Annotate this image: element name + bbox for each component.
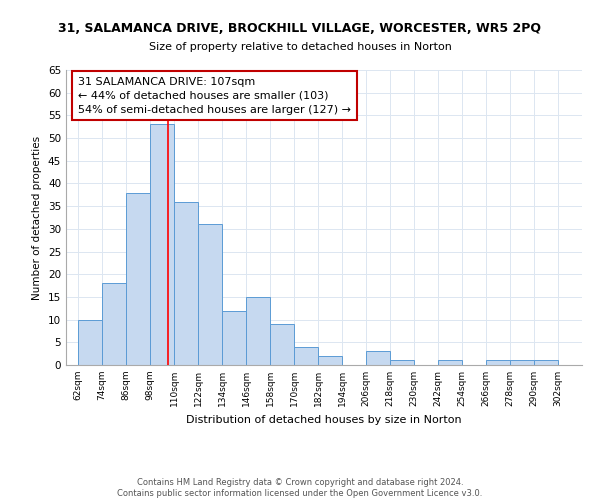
Bar — [102, 284, 126, 365]
Bar — [222, 310, 246, 365]
Bar — [366, 352, 390, 365]
Bar — [294, 347, 318, 365]
Bar — [318, 356, 342, 365]
Bar — [270, 324, 294, 365]
Bar — [486, 360, 510, 365]
Text: 31 SALAMANCA DRIVE: 107sqm
← 44% of detached houses are smaller (103)
54% of sem: 31 SALAMANCA DRIVE: 107sqm ← 44% of deta… — [78, 77, 351, 115]
Bar — [246, 297, 270, 365]
Bar — [126, 192, 150, 365]
Bar — [438, 360, 462, 365]
Y-axis label: Number of detached properties: Number of detached properties — [32, 136, 43, 300]
Bar — [510, 360, 534, 365]
Text: 31, SALAMANCA DRIVE, BROCKHILL VILLAGE, WORCESTER, WR5 2PQ: 31, SALAMANCA DRIVE, BROCKHILL VILLAGE, … — [59, 22, 542, 36]
Text: Size of property relative to detached houses in Norton: Size of property relative to detached ho… — [149, 42, 451, 52]
X-axis label: Distribution of detached houses by size in Norton: Distribution of detached houses by size … — [186, 414, 462, 424]
Bar — [150, 124, 174, 365]
Bar — [198, 224, 222, 365]
Bar — [78, 320, 102, 365]
Bar — [390, 360, 414, 365]
Bar — [174, 202, 198, 365]
Bar — [534, 360, 558, 365]
Text: Contains HM Land Registry data © Crown copyright and database right 2024.
Contai: Contains HM Land Registry data © Crown c… — [118, 478, 482, 498]
